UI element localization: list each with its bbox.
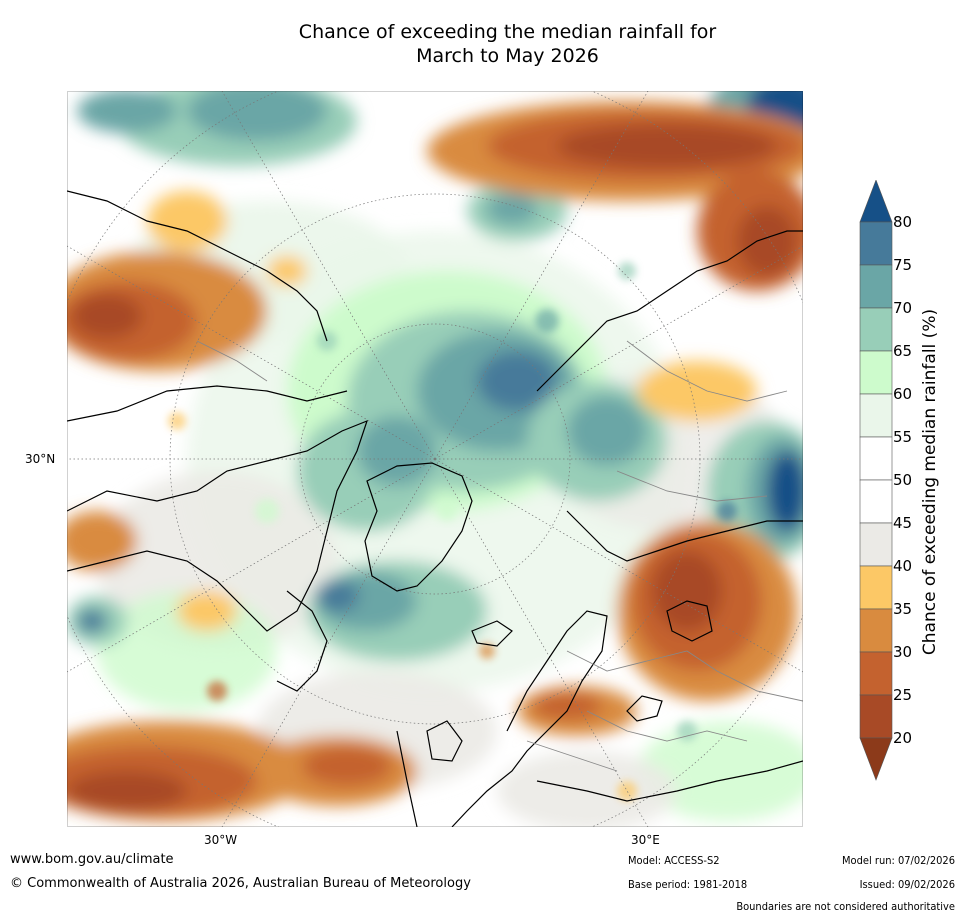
probability-field [67,91,803,827]
footer-issued: Issued: 09/02/2026 [859,878,955,891]
colorbar-band-55-60 [859,393,893,438]
colorbar-tick-label: 65 [893,342,913,360]
colorbar: 20 25 30 35 40 45 50 55 60 65 70 75 80 [855,180,965,790]
chart-title: Chance of exceeding the median rainfall … [0,20,965,68]
colorbar-band-below-20 [859,737,893,781]
graticule [67,91,803,827]
footer-base-period: Base period: 1981-2018 [628,878,748,891]
colorbar-band-65-70 [859,307,893,352]
colorbar-band-20-25 [859,694,893,739]
map-canvas [67,91,803,827]
latitude-label-30n: 30°N [25,452,56,466]
colorbar-tick-label: 50 [893,471,913,489]
colorbar-tick-label: 70 [893,299,913,317]
colorbar-band-above-80 [859,180,893,223]
footer-disclaimer: Boundaries are not considered authoritat… [736,900,955,913]
colorbar-band-70-75 [859,264,893,309]
colorbar-tick-label: 40 [893,557,913,575]
footer-website: www.bom.gov.au/climate [10,852,174,867]
longitude-label-30e: 30°E [631,833,660,847]
colorbar-band-40-45 [859,522,893,567]
colorbar-tick-label: 35 [893,600,913,618]
colorbar-tick-label: 80 [893,213,913,231]
colorbar-band-30-35 [859,608,893,653]
footer-model: Model: ACCESS-S2 [628,854,720,867]
colorbar-tick-label: 60 [893,385,913,403]
colorbar-tick-label: 75 [893,256,913,274]
colorbar-tick-label: 30 [893,643,913,661]
colorbar-title: Chance of exceeding median rainfall (%) [920,308,940,656]
colorbar-band-60-65 [859,350,893,395]
longitude-label-30w: 30°W [204,833,238,847]
colorbar-band-50-55 [859,436,893,481]
footer-copyright: © Commonwealth of Australia 2026, Austra… [10,876,471,891]
colorbar-band-75-80 [859,221,893,266]
colorbar-tick-label: 45 [893,514,913,532]
footer-model-run: Model run: 07/02/2026 [842,854,955,867]
colorbar-band-35-40 [859,565,893,610]
title-line-1: Chance of exceeding the median rainfall … [298,21,717,43]
colorbar-tick-label: 25 [893,686,913,704]
coastlines [67,190,803,827]
colorbar-band-45-50 [859,479,893,524]
colorbar-tick-label: 55 [893,428,913,446]
rainfall-map [67,91,803,827]
colorbar-bands [859,180,893,781]
title-line-2: March to May 2026 [416,45,599,67]
field-speckle [168,262,737,801]
colorbar-tick-label: 20 [893,729,913,747]
colorbar-band-25-30 [859,651,893,696]
country-boundaries [196,340,803,772]
